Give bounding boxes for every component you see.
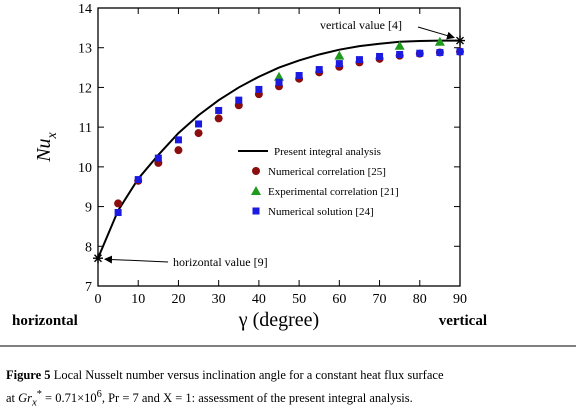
horizontal-value-star xyxy=(93,253,103,264)
x-tick-label: 50 xyxy=(292,292,306,307)
caption-gr-sub: x xyxy=(32,397,37,409)
y-axis-label: Nux xyxy=(33,131,60,162)
y-tick-label: 9 xyxy=(85,201,92,216)
y-tick-label: 8 xyxy=(85,240,92,255)
caption-gr-exp: 6 xyxy=(96,389,102,400)
caption-text: Local Nusselt number versus inclination … xyxy=(50,368,444,382)
caption-pr: , Pr = 7 xyxy=(101,391,139,406)
square-marker xyxy=(295,72,303,80)
caption-suffix: : assessment of the present integral ana… xyxy=(191,391,413,406)
legend-label: Present integral analysis xyxy=(274,146,381,158)
caption-and: and xyxy=(138,391,164,406)
x-axis-label: γ (degree) xyxy=(238,309,319,331)
legend-square-swatch xyxy=(252,207,260,215)
circle-marker xyxy=(174,146,183,155)
vertical-value-arrow xyxy=(417,26,455,40)
caption-prefix: at xyxy=(6,391,19,406)
horizontal-value-arrow xyxy=(104,255,169,264)
triangle-marker xyxy=(274,71,284,81)
square-marker xyxy=(315,66,323,74)
square-marker xyxy=(376,52,384,60)
caption-gr-eq: = 0.71×10 xyxy=(41,391,97,406)
x-tick-label: 60 xyxy=(332,292,346,307)
circle-marker xyxy=(214,114,223,123)
square-marker xyxy=(114,209,122,217)
square-marker xyxy=(416,49,424,57)
vertical-value-label: vertical value [4] xyxy=(320,18,402,32)
marker-group xyxy=(114,36,464,217)
x-tick-label: 0 xyxy=(95,292,102,307)
triangle-marker xyxy=(334,50,345,60)
legend-triangle-swatch xyxy=(251,186,261,195)
x-tick-label: 40 xyxy=(252,292,266,307)
square-marker xyxy=(154,154,162,162)
square-marker xyxy=(174,136,182,144)
legend: Present integral analysis Numerical corre… xyxy=(238,146,399,218)
y-label-sub: x xyxy=(45,131,60,139)
x-tick-label: 10 xyxy=(131,292,145,307)
triangle-marker xyxy=(394,40,405,50)
legend-label: Experimental correlation [21] xyxy=(268,186,399,198)
square-marker xyxy=(235,96,243,104)
caption-line-1: Figure 5 Local Nusselt number versus inc… xyxy=(6,366,572,385)
x-tick-group: 0 10 20 30 40 50 60 70 80 90 xyxy=(95,8,467,307)
annotation-group: vertical value [4] horizontal value [9] xyxy=(93,18,465,269)
horizontal-value-label: horizontal value [9] xyxy=(173,255,268,269)
square-marker xyxy=(355,56,363,64)
legend-circle-swatch xyxy=(252,167,260,175)
square-marker xyxy=(456,48,464,56)
caption-x: X = 1 xyxy=(163,391,192,406)
y-tick-label: 14 xyxy=(78,2,92,17)
horizontal-side-label: horizontal xyxy=(12,313,78,329)
caption-gr: Gr xyxy=(18,391,33,406)
y-label-main: Nu xyxy=(33,138,55,162)
legend-label: Numerical correlation [25] xyxy=(268,166,386,178)
vertical-side-label: vertical xyxy=(439,313,487,329)
square-marker xyxy=(134,176,142,184)
x-tick-label: 20 xyxy=(171,292,185,307)
vertical-value-star xyxy=(455,35,465,46)
circle-marker xyxy=(114,199,123,208)
plot-frame xyxy=(97,7,461,287)
y-tick-label: 12 xyxy=(78,81,92,96)
x-tick-label: 80 xyxy=(413,292,427,307)
caption-figure-label: Figure 5 xyxy=(6,368,51,382)
y-tick-label: 11 xyxy=(79,121,92,136)
y-tick-group: 7 8 9 10 11 12 13 14 xyxy=(78,2,460,295)
square-marker xyxy=(275,78,283,86)
y-tick-label: 10 xyxy=(78,161,92,176)
square-marker xyxy=(436,48,444,56)
square-marker xyxy=(396,50,404,58)
caption-gr-sup: * xyxy=(36,389,42,400)
x-tick-label: 90 xyxy=(453,292,467,307)
square-marker xyxy=(215,106,223,114)
caption-line-2: at Grx* = 0.71×106, Pr = 7 and X = 1: as… xyxy=(6,385,572,413)
figure-caption: Figure 5 Local Nusselt number versus inc… xyxy=(6,366,572,413)
triangle-marker xyxy=(434,36,445,46)
circle-marker xyxy=(194,129,203,138)
square-marker xyxy=(195,120,203,128)
legend-label: Numerical solution [24] xyxy=(268,206,374,218)
x-tick-label: 70 xyxy=(373,292,387,307)
square-marker xyxy=(255,85,263,93)
y-tick-label: 13 xyxy=(78,42,92,57)
x-tick-label: 30 xyxy=(212,292,226,307)
square-marker xyxy=(335,60,343,68)
y-tick-label: 7 xyxy=(85,280,92,295)
